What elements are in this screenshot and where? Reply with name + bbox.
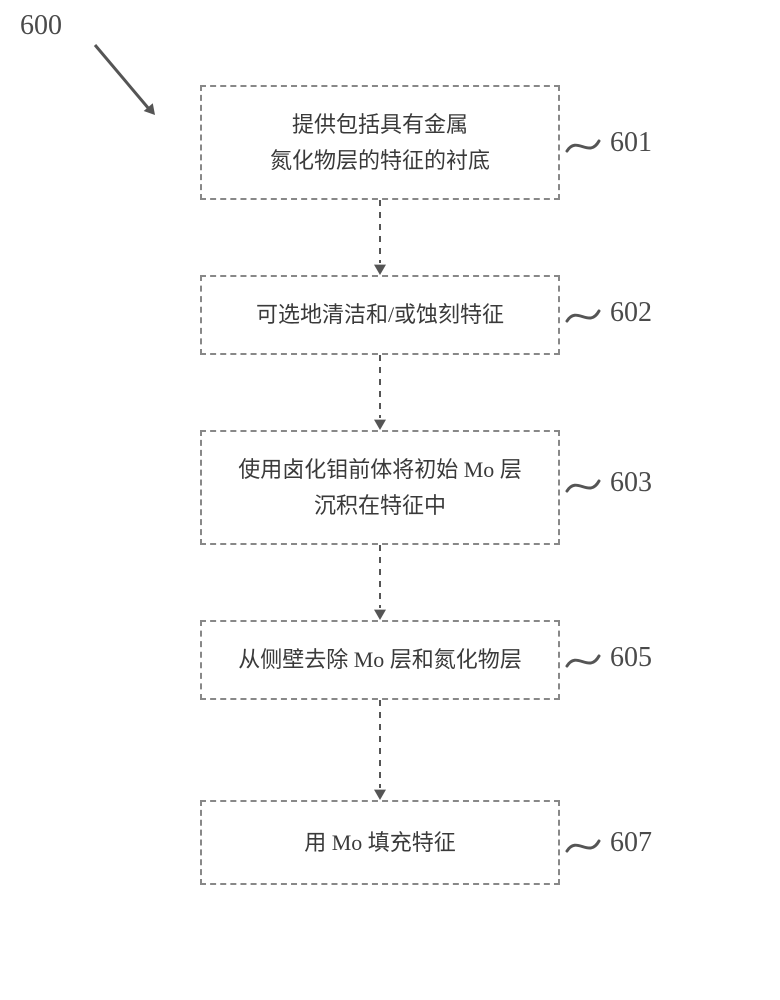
step-text-line2: 沉积在特征中: [238, 488, 522, 523]
step-text-line1: 可选地清洁和/或蚀刻特征: [256, 297, 504, 332]
step-text-line1: 用 Mo 填充特征: [304, 825, 456, 860]
step-ref-602: 602: [610, 297, 652, 329]
figure-number: 600: [20, 10, 62, 42]
step-text-line1: 提供包括具有金属: [270, 107, 490, 142]
step-text-line1: 使用卤化钼前体将初始 Mo 层: [238, 452, 522, 487]
step-ref-607: 607: [610, 827, 652, 859]
flow-step-5: 用 Mo 填充特征: [200, 800, 560, 885]
step-ref-605: 605: [610, 642, 652, 674]
step-text-line1: 从侧壁去除 Mo 层和氮化物层: [238, 642, 522, 677]
flow-step-3: 使用卤化钼前体将初始 Mo 层沉积在特征中: [200, 430, 560, 545]
step-ref-601: 601: [610, 127, 652, 159]
flow-step-4: 从侧壁去除 Mo 层和氮化物层: [200, 620, 560, 700]
step-text-line2: 氮化物层的特征的衬底: [270, 143, 490, 178]
flow-step-1: 提供包括具有金属氮化物层的特征的衬底: [200, 85, 560, 200]
flow-step-2: 可选地清洁和/或蚀刻特征: [200, 275, 560, 355]
diagram-canvas: 600 提供包括具有金属氮化物层的特征的衬底 601 可选地清洁和/或蚀刻特征 602…: [0, 0, 780, 1000]
step-ref-603: 603: [610, 467, 652, 499]
